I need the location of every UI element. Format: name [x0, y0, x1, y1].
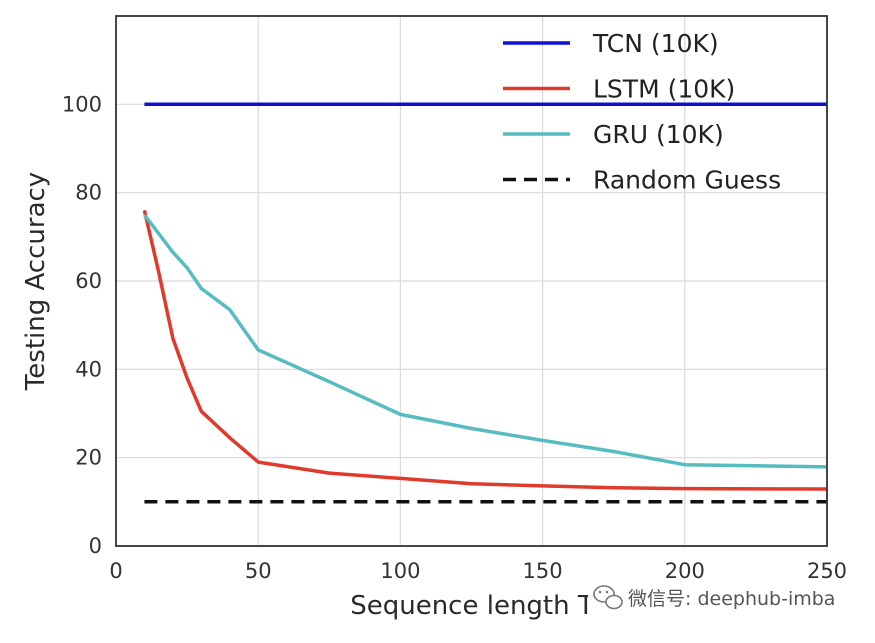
y-tick-label: 80: [75, 181, 102, 205]
legend-label-tcn-10k: TCN (10K): [592, 29, 719, 58]
x-tick-label: 0: [109, 559, 122, 583]
y-tick-label: 100: [62, 92, 102, 116]
y-tick-label: 0: [89, 534, 102, 558]
y-tick-label: 60: [75, 269, 102, 293]
x-axis-title: Sequence length T: [350, 591, 594, 621]
tick-labels: 0 50 100 150 200 250 0 20 40 60 80 100: [62, 92, 847, 583]
x-tick-label: 150: [523, 559, 563, 583]
legend: TCN (10K) LSTM (10K) GRU (10K) Random Guess: [503, 29, 781, 195]
watermark-text: 微信号: deephub-imba: [628, 588, 835, 610]
legend-label-random-guess: Random Guess: [593, 166, 781, 195]
series-line-lstm-10k: [142, 209, 828, 491]
x-tick-label: 100: [380, 559, 420, 583]
x-tick-label: 200: [665, 559, 705, 583]
watermark: 微信号: deephub-imba: [588, 583, 852, 613]
x-tick-label: 50: [245, 559, 272, 583]
legend-label-lstm-10k: LSTM (10K): [593, 75, 735, 104]
plot-frame: [115, 15, 828, 547]
legend-label-gru-10k: GRU (10K): [593, 120, 724, 149]
series-lines: [142, 102, 828, 504]
y-tick-label: 20: [75, 446, 102, 470]
wechat-icon: [593, 585, 623, 610]
series-line-gru-10k: [143, 213, 828, 469]
x-tick-label: 250: [807, 559, 847, 583]
y-axis-title: Testing Accuracy: [21, 172, 51, 391]
y-tick-label: 40: [75, 357, 102, 381]
